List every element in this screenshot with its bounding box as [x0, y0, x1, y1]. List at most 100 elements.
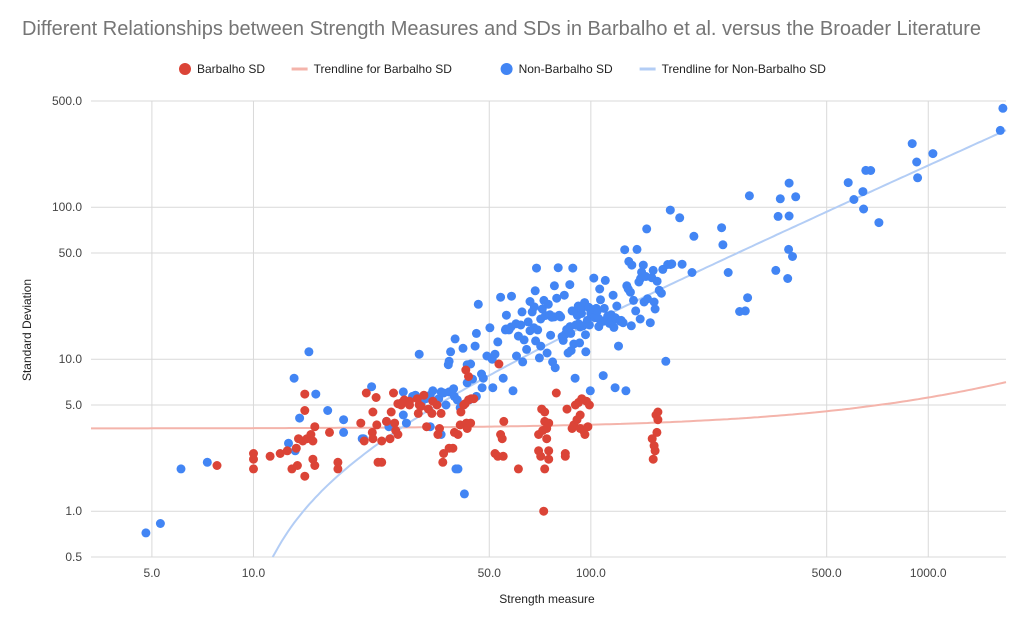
barbalho-point — [405, 400, 414, 410]
non-barbalho-point — [592, 306, 602, 316]
barbalho-point — [436, 408, 446, 418]
trendline-non-barbalho — [271, 129, 1007, 558]
barbalho-point — [368, 407, 378, 417]
non-barbalho-point — [398, 410, 408, 420]
non-barbalho-point — [621, 386, 631, 396]
non-barbalho-point — [627, 260, 637, 270]
non-barbalho-point — [478, 373, 488, 383]
non-barbalho-point — [718, 240, 728, 250]
non-barbalho-point — [608, 290, 618, 300]
barbalho-point — [385, 434, 395, 444]
barbalho-point — [333, 457, 343, 467]
barbalho-point — [212, 461, 222, 470]
non-barbalho-point — [518, 357, 528, 367]
non-barbalho-point — [874, 218, 884, 228]
legend-label: Non-Barbalho SD — [519, 62, 613, 76]
non-barbalho-point — [556, 312, 566, 322]
non-barbalho-point — [533, 325, 543, 335]
non-barbalho-point — [638, 260, 648, 270]
barbalho-point — [427, 408, 437, 418]
non-barbalho-point — [584, 320, 594, 330]
legend-item-barbalho-sd: Barbalho SD — [179, 62, 265, 76]
non-barbalho-point — [596, 295, 605, 305]
barbalho-point — [382, 416, 391, 426]
non-barbalho-point — [311, 389, 321, 399]
legend-item-non-barbalho-sd: Non-Barbalho SD — [500, 62, 613, 76]
non-barbalho-point — [449, 384, 459, 394]
non-barbalho-point — [559, 290, 569, 300]
non-barbalho-point — [473, 299, 483, 309]
legend-marker — [500, 63, 513, 75]
barbalho-point — [551, 388, 561, 398]
non-barbalho-point — [740, 306, 750, 316]
non-barbalho-point — [367, 382, 377, 392]
non-barbalho-point — [677, 259, 687, 269]
non-barbalho-point — [775, 194, 785, 204]
non-barbalho-point — [339, 427, 349, 437]
non-barbalho-point — [650, 304, 660, 314]
barbalho-point — [356, 418, 366, 428]
barbalho-point — [371, 393, 381, 402]
barbalho-point — [300, 471, 310, 481]
barbalho-point — [368, 434, 378, 444]
barbalho-point — [544, 418, 554, 428]
barbalho-point — [291, 443, 301, 453]
barbalho-point — [650, 446, 660, 456]
legend-marker — [179, 63, 191, 75]
non-barbalho-point — [589, 273, 599, 283]
non-barbalho-point — [522, 344, 532, 354]
barbalho-point — [377, 457, 387, 467]
non-barbalho-point — [304, 347, 314, 357]
non-barbalho-point — [581, 347, 591, 357]
y-tick-label: 0.5 — [65, 550, 82, 564]
y-tick-label: 1.0 — [65, 504, 82, 518]
non-barbalho-point — [791, 192, 801, 202]
non-barbalho-point — [614, 341, 623, 351]
x-tick-label: 5.0 — [144, 566, 161, 580]
non-barbalho-point — [459, 489, 469, 499]
non-barbalho-point — [723, 268, 733, 277]
barbalho-point — [300, 389, 310, 399]
barbalho-point — [584, 400, 594, 410]
non-barbalho-point — [599, 303, 609, 313]
non-barbalho-point — [508, 386, 518, 396]
barbalho-point — [435, 424, 444, 433]
barbalho-point — [562, 404, 572, 414]
non-barbalho-point — [656, 288, 666, 298]
y-tick-label: 100.0 — [52, 200, 82, 214]
tick-labels: 5.0 10.0 50.0 100.0 500.0 1000.0 0.5 1.0 5.0 10.0… — [52, 94, 947, 580]
barbalho-point — [361, 388, 371, 398]
barbalho-point — [560, 451, 570, 461]
non-barbalho-point — [470, 341, 480, 351]
non-barbalho-point — [519, 335, 529, 345]
non-barbalho-point — [609, 322, 619, 332]
barbalho-point — [359, 436, 369, 446]
non-barbalho-point — [687, 268, 697, 277]
barbalho-point — [456, 407, 466, 417]
barbalho-point — [466, 418, 476, 428]
trendline-layer — [91, 129, 1007, 558]
non-barbalho-point — [550, 363, 560, 373]
barbalho-point — [580, 430, 590, 439]
non-barbalho-point — [441, 400, 451, 410]
non-barbalho-point — [543, 299, 553, 309]
legend-label: Trendline for Non-Barbalho SD — [662, 62, 827, 76]
non-barbalho-point — [784, 211, 794, 221]
legend-item-trendline-for-barbalho-sd: Trendline for Barbalho SD — [291, 62, 452, 76]
legend-item-trendline-for-non-barbalho-sd: Trendline for Non-Barbalho SD — [639, 62, 827, 76]
barbalho-point — [448, 443, 458, 453]
non-barbalho-point — [689, 231, 699, 241]
non-barbalho-point — [618, 318, 628, 328]
non-barbalho-point — [652, 276, 662, 286]
barbalho-point — [413, 408, 423, 418]
x-tick-label: 50.0 — [478, 566, 502, 580]
y-axis-title: Standard Deviation — [20, 279, 34, 381]
barbalho-point — [377, 436, 387, 446]
legend-label: Barbalho SD — [197, 62, 265, 76]
y-tick-label: 5.0 — [65, 398, 82, 412]
non-barbalho-point — [998, 103, 1008, 113]
barbalho-point — [325, 427, 334, 437]
barbalho-point — [453, 430, 463, 439]
barbalho-point — [432, 400, 442, 410]
